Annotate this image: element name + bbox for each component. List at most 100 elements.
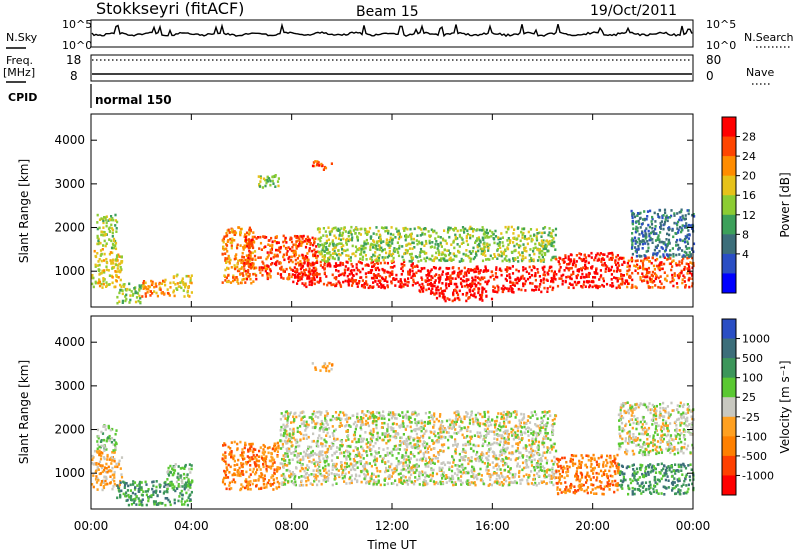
power-cell (158, 286, 161, 290)
velocity-cell (284, 410, 287, 414)
velocity-cell (552, 483, 555, 487)
power-cell (651, 238, 654, 241)
power-cell (384, 226, 387, 229)
power-cell (597, 258, 601, 262)
power-cell (270, 251, 273, 255)
power-cell (381, 256, 384, 259)
velocity-cell (314, 460, 317, 464)
power-cell (659, 275, 662, 278)
velocity-cell (417, 420, 420, 423)
velocity-cell (262, 465, 265, 469)
power-cell (691, 277, 694, 280)
velocity-cell (163, 485, 166, 488)
power-cell (374, 274, 377, 277)
power-cell (240, 267, 243, 270)
power-cell (436, 285, 439, 289)
velocity-cell (137, 497, 140, 500)
power-cell (164, 283, 167, 287)
velocity-cell (262, 483, 265, 486)
power-cell (357, 281, 360, 285)
power-cell (687, 263, 690, 266)
power-cell (659, 227, 662, 230)
power-cell (504, 277, 507, 281)
power-cell (350, 272, 353, 275)
power-cell (535, 228, 538, 231)
power-cell (687, 223, 690, 227)
power-cell (507, 289, 510, 293)
velocity-cell (338, 448, 341, 451)
velocity-cell (134, 492, 137, 496)
power-cell (662, 214, 665, 217)
power-cell (542, 260, 545, 263)
power-cell (407, 242, 410, 246)
power-cell (224, 279, 227, 282)
velocity-cell (348, 477, 351, 481)
power-cell (134, 291, 137, 295)
power-cell (132, 292, 135, 296)
velocity-cell (112, 443, 115, 446)
velocity-cell (271, 474, 274, 477)
velocity-cell (351, 463, 354, 466)
power-cell (389, 232, 392, 236)
power-cell (292, 269, 295, 272)
power-cell (651, 281, 654, 284)
power-cell (296, 282, 299, 285)
velocity-cell (277, 466, 280, 469)
power-cell (544, 252, 547, 255)
velocity-cell (361, 411, 364, 415)
velocity-cell (458, 415, 461, 419)
power-cell (466, 232, 469, 236)
power-cell (636, 240, 639, 244)
velocity-cell (233, 459, 236, 463)
power-cell (339, 238, 342, 242)
velocity-cell (367, 417, 370, 420)
velocity-cell (228, 481, 231, 485)
power-cell (578, 268, 581, 271)
power-cell (450, 282, 453, 285)
power-cell (379, 279, 382, 283)
power-cell (659, 255, 662, 259)
power-cell (609, 284, 612, 287)
power-cell (548, 227, 551, 230)
velocity-cell (247, 450, 250, 453)
power-cell (542, 268, 545, 271)
power-cell (119, 278, 122, 282)
power-cell (540, 290, 543, 294)
velocity-cell (225, 462, 228, 466)
power-cell (258, 185, 262, 188)
velocity-cell (341, 471, 344, 474)
velocity-cell (346, 420, 349, 424)
velocity-cell (254, 448, 257, 451)
power-cell (559, 257, 562, 260)
power-cell (346, 248, 349, 252)
velocity-cell (303, 415, 306, 418)
velocity-cell (308, 453, 312, 456)
velocity-cell (540, 459, 543, 463)
power-cell (376, 240, 379, 243)
velocity-cell (231, 473, 234, 477)
velocity-cell (286, 424, 289, 428)
power-cell (315, 275, 319, 279)
power-cell (338, 234, 341, 237)
power-cell (115, 227, 118, 230)
power-cell (417, 226, 420, 229)
power-cell (504, 268, 507, 271)
power-cell (299, 263, 302, 266)
power-cell (110, 262, 113, 265)
velocity-cell (416, 445, 419, 448)
velocity-cell (418, 444, 421, 448)
power-cell (552, 277, 555, 280)
power-cell (365, 282, 368, 285)
velocity-cell (264, 462, 267, 465)
power-cell (242, 277, 245, 281)
velocity-cell (122, 492, 125, 496)
power-cell (175, 274, 178, 278)
velocity-cell (141, 498, 144, 501)
power-cell (308, 267, 311, 271)
power-cell (572, 260, 575, 263)
power-cell (655, 232, 658, 235)
power-cell (568, 282, 571, 285)
power-cell (262, 266, 265, 270)
power-cell (529, 234, 532, 238)
power-cell (229, 241, 232, 245)
